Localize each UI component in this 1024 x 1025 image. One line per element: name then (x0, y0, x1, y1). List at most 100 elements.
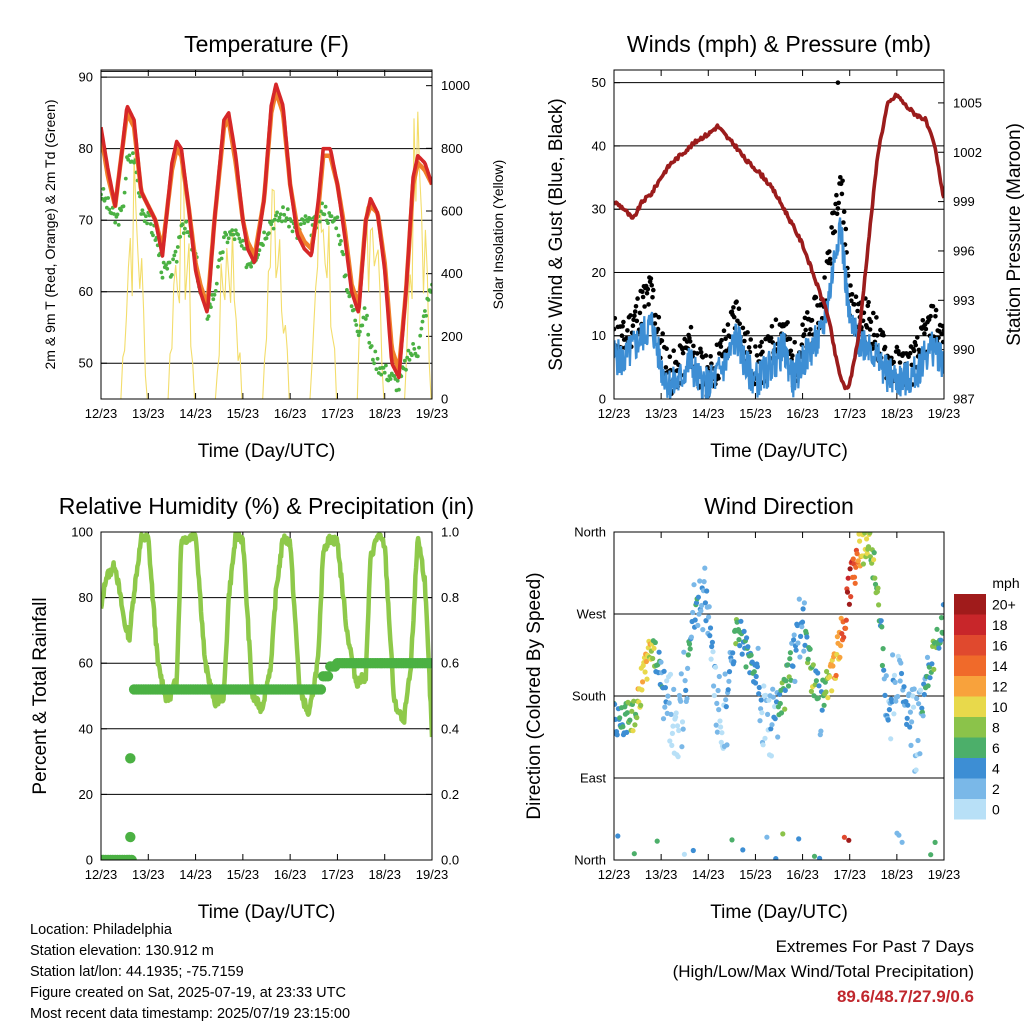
direction-point (792, 678, 798, 685)
gust-point (813, 295, 819, 300)
y-tick-label-right: 0.6 (441, 656, 459, 671)
dewpoint-point (290, 229, 295, 234)
gust-point (614, 326, 617, 332)
direction-point (760, 742, 766, 748)
direction-point (881, 667, 887, 673)
direction-point (799, 624, 805, 630)
direction-point (758, 697, 764, 703)
gust-point (716, 376, 721, 381)
gust-point (920, 318, 926, 323)
gust-point (746, 345, 752, 350)
gust-point (939, 331, 944, 337)
station-location: Location: Philadelphia (30, 922, 172, 938)
direction-point (717, 718, 723, 724)
gust-point (731, 314, 737, 320)
direction-point (718, 724, 724, 730)
y-tick-label: 90 (79, 70, 93, 85)
solar-insolation-line (120, 156, 148, 399)
dewpoint-point (388, 377, 393, 381)
gust-point (650, 295, 655, 300)
gust-point (742, 338, 747, 344)
gust-point (822, 275, 827, 280)
direction-point (687, 646, 693, 652)
dewpoint-point (123, 176, 128, 181)
precip-point (322, 671, 334, 682)
direction-point (898, 670, 905, 677)
wind-plot (614, 80, 944, 399)
direction-point (862, 532, 868, 536)
dewpoint-point (170, 273, 174, 277)
gust-point (827, 249, 832, 254)
dewpoint-point (127, 153, 132, 158)
gust-point (807, 331, 812, 337)
direction-point (709, 643, 715, 650)
y-tick-label-right: 0 (441, 392, 448, 407)
y-tick-label-right: 600 (441, 204, 463, 219)
gust-point (865, 303, 871, 309)
y-tick-label-right: 999 (953, 194, 975, 209)
direction-point (640, 679, 646, 685)
y-tick-label-right: 0.8 (441, 590, 459, 605)
direction-point (846, 601, 853, 607)
plot-frame (100, 531, 433, 861)
dewpoint-point (226, 236, 231, 241)
x-tick-label: 13/23 (132, 867, 165, 882)
direction-point (860, 561, 867, 567)
dewpoint-point (369, 344, 374, 348)
dewpoint-point (419, 326, 424, 331)
direction-point (797, 654, 803, 660)
gust-point (652, 321, 658, 326)
dewpoint-point (264, 236, 269, 241)
direction-point (936, 645, 942, 651)
direction-point (798, 633, 804, 640)
gust-point (897, 360, 903, 365)
dewpoint-point (410, 353, 414, 358)
direction-point (701, 579, 707, 585)
direction-point (695, 594, 702, 600)
dewpoint-point (407, 358, 412, 362)
gust-point (882, 344, 888, 350)
dewpoint-point (161, 260, 166, 265)
dewpoint-point (277, 215, 282, 220)
dewpoint-point (428, 290, 432, 294)
dewpoint-point (142, 219, 147, 224)
direction-point (678, 671, 684, 677)
direction-point (841, 834, 848, 840)
direction-point (927, 675, 933, 681)
y-axis-label-0: 2m & 9m T (Red, Orange) & 2m Td (Green) (42, 100, 58, 370)
gust-point (737, 321, 742, 327)
direction-point (664, 678, 670, 684)
direction-point (850, 556, 856, 562)
direction-point (666, 700, 672, 706)
gust-point (874, 333, 880, 338)
wind-speed-line (614, 217, 944, 399)
gust-point (800, 322, 805, 328)
dewpoint-point (267, 231, 271, 236)
gust-point (640, 294, 646, 300)
direction-point (620, 724, 626, 730)
gust-point (671, 348, 676, 354)
direction-point (762, 735, 768, 741)
dewpoint-point (371, 357, 375, 362)
dewpoint-point (418, 333, 423, 338)
dewpoint-point (239, 244, 244, 248)
direction-point (938, 637, 944, 643)
direction-point (755, 645, 761, 651)
direction-plot (614, 532, 944, 860)
direction-point (801, 600, 808, 606)
dewpoint-point (121, 204, 126, 209)
direction-point (791, 637, 797, 643)
dewpoint-point (236, 232, 241, 237)
legend-swatch (954, 717, 986, 738)
direction-point (921, 691, 927, 698)
direction-point (670, 723, 676, 729)
gust-point (906, 354, 911, 360)
temperature-plot (101, 82, 432, 399)
direction-point (901, 684, 907, 690)
direction-point (716, 707, 722, 713)
extremes-title: Extremes For Past 7 Days (775, 937, 974, 956)
direction-point (878, 618, 884, 624)
direction-point (855, 558, 861, 564)
direction-point (695, 622, 701, 629)
gust-point (933, 314, 938, 319)
